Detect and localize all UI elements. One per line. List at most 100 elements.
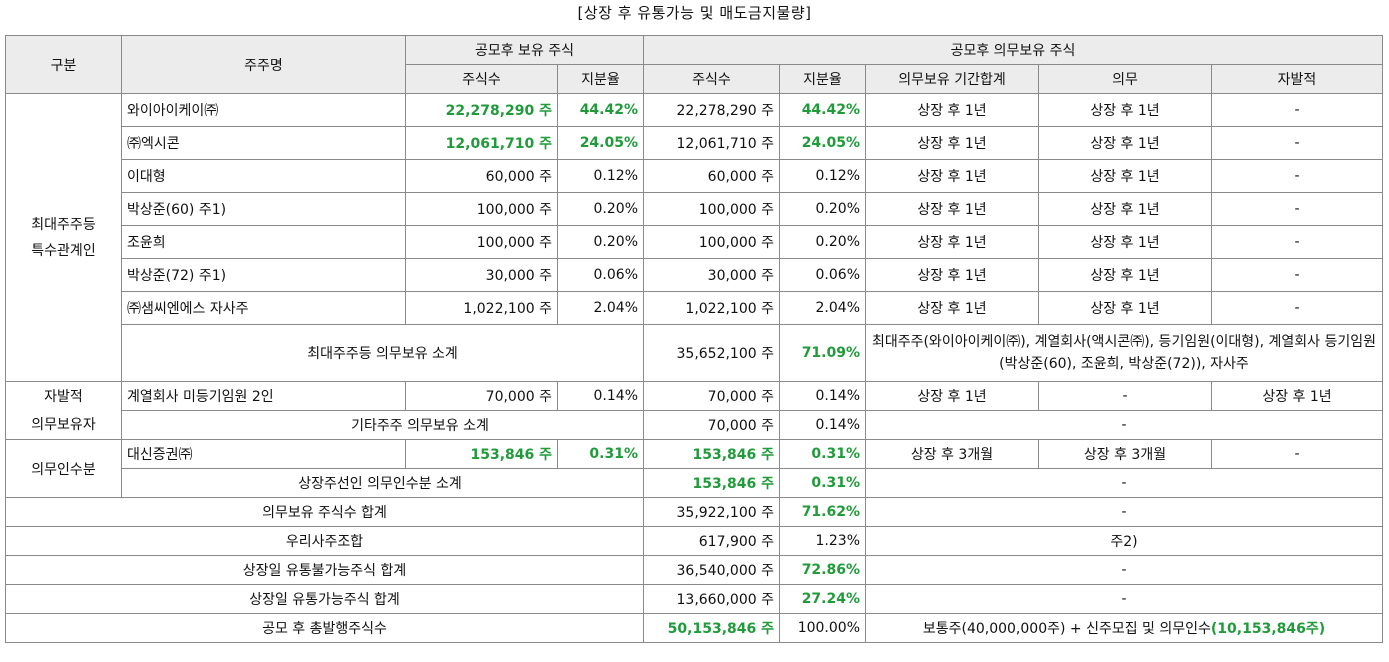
lock-ratio: 0.06% (779, 258, 866, 292)
subtotal-label: 최대주주등 의무보유 소계 (121, 324, 644, 382)
mandatory-period: 상장 후 1년 (1038, 126, 1212, 160)
post-shares: 153,846 주 (405, 439, 558, 469)
holder-name: ㈜샘씨엔에스 자사주 (121, 291, 406, 325)
lock-ratio: 0.12% (779, 159, 866, 193)
holder-name: 박상준(60) 주1) (121, 192, 406, 226)
total-shares: 13,660,000 주 (643, 584, 780, 614)
post-ratio: 44.42% (557, 93, 644, 127)
holder-name: 조윤희 (121, 225, 406, 259)
total-label: 상장일 유통가능주식 합계 (5, 584, 644, 614)
post-ratio: 2.04% (557, 291, 644, 325)
table-row: 자발적 의무보유자 계열회사 미등기임원 2인 70,000 주 0.14% 70,00… (5, 381, 1383, 440)
lock-shares: 70,000 주 (643, 381, 780, 411)
grand-total-note-text: 보통주(40,000,000주) + 신주모집 및 의무인수 (922, 621, 1211, 637)
total-shares: 36,540,000 주 (643, 555, 780, 585)
lockup-period: 상장 후 1년 (865, 291, 1039, 325)
lock-shares: 60,000 주 (643, 159, 780, 193)
voluntary-period: - (1211, 225, 1383, 259)
subtotal-shares: 153,846 주 (643, 468, 780, 498)
subtotal-shares: 35,652,100 주 (643, 324, 780, 382)
table-row: 의무인수분 대신증권㈜ 153,846 주 0.31% 153,846 주 0.31% 상장… (5, 439, 1383, 498)
total-ratio: 72.86% (779, 555, 866, 585)
post-ratio: 0.20% (557, 225, 644, 259)
holder-name: ㈜엑시콘 (121, 126, 406, 160)
header-voluntary: 자발적 (1211, 64, 1383, 94)
post-ratio: 0.12% (557, 159, 644, 193)
header-row-2: 주식수 지분율 주식수 지분율 의무보유 기간합계 의무 자발적 (6, 64, 1383, 94)
mandatory-period: 상장 후 1년 (1038, 192, 1212, 226)
holder-name: 와이아이케이㈜ (121, 93, 406, 127)
voluntary-period: 상장 후 1년 (1211, 381, 1383, 411)
lock-shares: 30,000 주 (643, 258, 780, 292)
voluntary-period: - (1211, 291, 1383, 325)
post-ratio: 0.31% (557, 439, 644, 469)
section-underwriter: 의무인수분 (5, 439, 122, 498)
lock-shares: 100,000 주 (643, 192, 780, 226)
subtotal-label: 상장주선인 의무인수분 소계 (121, 468, 644, 498)
voluntary-period: - (1211, 159, 1383, 193)
total-row: 상장일 유통불가능주식 합계 36,540,000 주 72.86% - (5, 555, 1383, 585)
grand-total-label: 공모 후 총발행주식수 (5, 613, 644, 643)
total-note: - (865, 497, 1383, 527)
subtotal-shares: 70,000 주 (643, 410, 780, 440)
total-ratio: 71.62% (779, 497, 866, 527)
total-shares: 35,922,100 주 (643, 497, 780, 527)
lock-shares: 1,022,100 주 (643, 291, 780, 325)
total-label: 상장일 유통불가능주식 합계 (5, 555, 644, 585)
post-shares: 1,022,100 주 (405, 291, 558, 325)
total-shares: 617,900 주 (643, 526, 780, 556)
lock-shares: 153,846 주 (643, 439, 780, 469)
mandatory-period: 상장 후 1년 (1038, 159, 1212, 193)
post-ratio: 0.20% (557, 192, 644, 226)
total-label: 의무보유 주식수 합계 (5, 497, 644, 527)
subtotal-note: - (865, 468, 1383, 498)
total-row: 상장일 유통가능주식 합계 13,660,000 주 27.24% - (5, 584, 1383, 614)
voluntary-period: - (1211, 439, 1383, 469)
header-lock-shares: 주식수 (643, 64, 780, 94)
post-shares: 12,061,710 주 (405, 126, 558, 160)
lock-ratio: 0.31% (779, 439, 866, 469)
holder-name: 계열회사 미등기임원 2인 (121, 381, 406, 411)
header-post-ipo: 공모후 보유 주식 (405, 35, 644, 65)
lockup-period: 상장 후 1년 (865, 225, 1039, 259)
subtotal-ratio: 0.14% (779, 410, 866, 440)
post-shares: 100,000 주 (405, 225, 558, 259)
lockup-period: 상장 후 1년 (865, 258, 1039, 292)
total-ratio: 1.23% (779, 526, 866, 556)
lockup-period: 상장 후 1년 (865, 192, 1039, 226)
total-ratio: 27.24% (779, 584, 866, 614)
lock-shares: 12,061,710 주 (643, 126, 780, 160)
table-row: 박상준(72) 주1) 30,000 주 0.06% 30,000 주 0.06% 상장 … (6, 258, 1383, 292)
table-row: 최대주주등 특수관계인 와이아이케이㈜ 22,278,290 주 44.42% 22,2… (5, 93, 1383, 382)
post-ratio: 0.14% (557, 381, 644, 411)
total-row: 의무보유 주식수 합계 35,922,100 주 71.62% - (5, 497, 1383, 527)
voluntary-period: - (1211, 93, 1383, 127)
header-post-shares: 주식수 (405, 64, 558, 94)
page-title: [상장 후 유통가능 및 매도금지물량] (577, 4, 812, 22)
table-row: 이대형 60,000 주 0.12% 60,000 주 0.12% 상장 후 1년 상장 후… (6, 159, 1383, 193)
grand-total-note: 보통주(40,000,000주) + 신주모집 및 의무인수(10,153,84… (865, 613, 1383, 643)
lock-ratio: 0.20% (779, 192, 866, 226)
header-category: 구분 (5, 35, 122, 94)
header-lockup-period: 의무보유 기간합계 (865, 64, 1039, 94)
subtotal-note: - (865, 410, 1383, 440)
total-note: 주2) (865, 526, 1383, 556)
lock-shares: 100,000 주 (643, 225, 780, 259)
voluntary-period: - (1211, 126, 1383, 160)
lockup-period: 상장 후 1년 (865, 381, 1039, 411)
mandatory-period: 상장 후 1년 (1038, 225, 1212, 259)
lockup-period: 상장 후 1년 (865, 126, 1039, 160)
table-row: ㈜샘씨엔에스 자사주 1,022,100 주 2.04% 1,022,100 주 2.0… (6, 291, 1383, 325)
post-shares: 100,000 주 (405, 192, 558, 226)
mandatory-period: 상장 후 3개월 (1038, 439, 1212, 469)
voluntary-period: - (1211, 192, 1383, 226)
lock-ratio: 0.20% (779, 225, 866, 259)
subtotal-row: 상장주선인 의무인수분 소계 153,846 주 0.31% - (6, 468, 1383, 498)
subtotal-ratio: 0.31% (779, 468, 866, 498)
lock-ratio: 24.05% (779, 126, 866, 160)
post-shares: 60,000 주 (405, 159, 558, 193)
grand-total-shares: 50,153,846 주 (643, 613, 780, 643)
mandatory-period: 상장 후 1년 (1038, 93, 1212, 127)
header-lockup: 공모후 의무보유 주식 (643, 35, 1383, 65)
lock-ratio: 2.04% (779, 291, 866, 325)
